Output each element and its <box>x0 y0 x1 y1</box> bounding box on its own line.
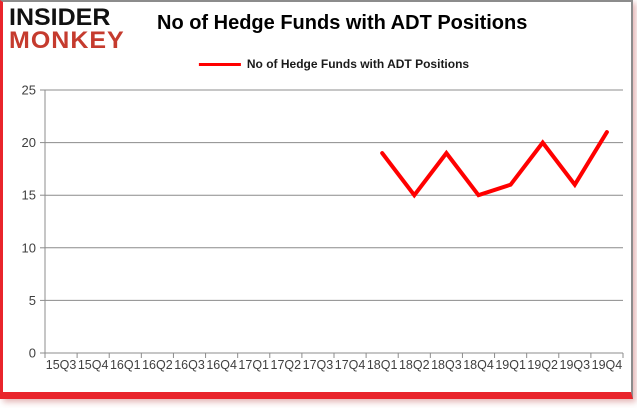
x-axis-labels: 15Q3 15Q4 16Q1 16Q2 16Q3 16Q4 17Q1 17Q2 17Q3 17Q4… <box>46 358 623 372</box>
x-axis-label: 19Q1 <box>495 358 526 372</box>
logo-text-monkey: MONKEY <box>9 27 125 54</box>
x-axis-label: 19Q3 <box>560 358 591 372</box>
x-axis-label: 16Q4 <box>206 358 237 372</box>
x-axis-label: 19Q4 <box>592 358 623 372</box>
x-axis-label: 16Q2 <box>142 358 173 372</box>
x-axis-label: 18Q3 <box>431 358 462 372</box>
axes <box>44 90 624 358</box>
x-axis-label: 18Q1 <box>367 358 398 372</box>
x-axis-label: 17Q3 <box>303 358 334 372</box>
logo-text-insider: INSIDER <box>9 4 111 31</box>
series-line <box>380 130 609 199</box>
x-axis-label: 16Q1 <box>110 358 141 372</box>
x-axis-label: 15Q4 <box>78 358 109 372</box>
x-axis-label: 16Q3 <box>174 358 205 372</box>
x-axis-label: 17Q1 <box>238 358 269 372</box>
x-axis-label: 15Q3 <box>46 358 77 372</box>
y-axis-label: 5 <box>29 293 36 308</box>
x-axis-label: 18Q2 <box>399 358 430 372</box>
y-axis-label: 0 <box>29 346 36 361</box>
chart-title: No of Hedge Funds with ADT Positions <box>157 12 528 34</box>
y-axis-labels: 0 5 10 15 20 25 <box>22 83 36 361</box>
x-axis-label: 18Q4 <box>463 358 494 372</box>
y-axis-label: 20 <box>22 135 36 150</box>
x-axis-label: 19Q2 <box>527 358 558 372</box>
x-axis-label: 17Q4 <box>335 358 366 372</box>
y-axis-label: 25 <box>22 83 36 98</box>
legend: No of Hedge Funds with ADT Positions <box>198 57 470 71</box>
insider-monkey-logo: INSIDER MONKEY <box>9 6 125 54</box>
gridlines <box>40 89 623 354</box>
chart-card: INSIDER MONKEY No of Hedge Funds with AD… <box>0 0 633 399</box>
legend-line-marker <box>198 62 241 66</box>
legend-label: No of Hedge Funds with ADT Positions <box>246 57 470 71</box>
y-axis-label: 15 <box>22 188 36 203</box>
x-axis-label: 17Q2 <box>271 358 302 372</box>
y-axis-label: 10 <box>22 240 36 255</box>
